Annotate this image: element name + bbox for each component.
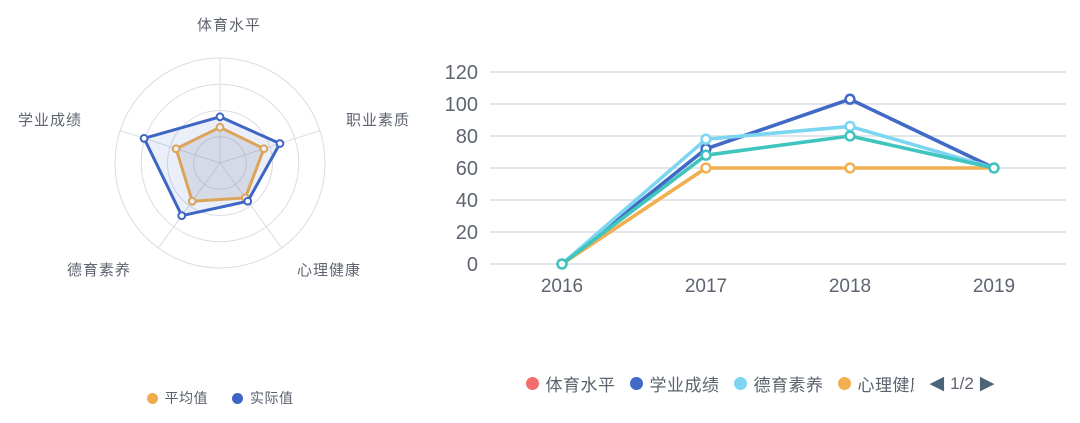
line-chart-legend: 体育水平 学业成绩 德育素养 心理健康 ◀ 1/2 ▶ xyxy=(440,371,1080,396)
svg-text:2019: 2019 xyxy=(973,276,1015,297)
radar-legend: 平均值 实际值 xyxy=(0,388,440,408)
legend-label-actual-value: 实际值 xyxy=(250,390,294,406)
legend-dot-physical-level-icon xyxy=(525,377,539,390)
legend-dot-average-value-icon xyxy=(146,392,158,404)
radar-axis-label-vocational-quality: 职业素质 xyxy=(346,112,411,129)
legend-dot-academic-performance-icon xyxy=(629,377,643,390)
legend-dot-actual-value-icon xyxy=(232,392,243,404)
legend-item-mental-health[interactable]: 心理健康 xyxy=(837,371,914,396)
legend-prev-page-icon[interactable]: ◀ xyxy=(929,373,945,394)
radar-chart[interactable] xyxy=(0,0,440,340)
svg-text:80: 80 xyxy=(456,126,478,148)
legend-label-average-value: 平均值 xyxy=(164,390,208,406)
legend-item-actual-value[interactable]: 实际值 xyxy=(232,388,294,408)
radar-axis-label-physical-level: 体育水平 xyxy=(196,17,262,34)
svg-text:120: 120 xyxy=(445,62,478,84)
svg-text:0: 0 xyxy=(467,254,478,276)
radar-axis-label-moral-education: 德育素养 xyxy=(67,262,132,279)
legend-dot-mental-health-icon xyxy=(837,377,851,390)
legend-next-page-icon[interactable]: ▶ xyxy=(979,373,995,394)
legend-page-indicator: 1/2 xyxy=(950,373,974,393)
svg-text:100: 100 xyxy=(445,94,478,116)
legend-item-physical-level[interactable]: 体育水平 xyxy=(525,371,616,396)
legend-label-mental-health: 心理健康 xyxy=(857,376,914,395)
legend-label-moral-education: 德育素养 xyxy=(753,376,824,395)
svg-text:60: 60 xyxy=(456,158,478,180)
radar-axis-label-mental-health: 心理健康 xyxy=(297,262,362,279)
svg-text:2017: 2017 xyxy=(685,276,727,297)
svg-text:2018: 2018 xyxy=(829,276,871,297)
legend-item-academic-performance[interactable]: 学业成绩 xyxy=(629,371,720,396)
svg-text:40: 40 xyxy=(456,190,478,212)
legend-pagination: ◀ 1/2 ▶ xyxy=(930,374,995,394)
legend-item-moral-education[interactable]: 德育素养 xyxy=(733,371,824,396)
svg-text:2016: 2016 xyxy=(541,276,583,297)
legend-item-average-value[interactable]: 平均值 xyxy=(146,388,209,408)
legend-label-physical-level: 体育水平 xyxy=(545,376,616,395)
svg-text:20: 20 xyxy=(456,222,478,244)
radar-axis-label-academic-performance: 学业成绩 xyxy=(18,112,83,129)
legend-dot-moral-education-icon xyxy=(733,377,747,390)
legend-label-academic-performance: 学业成绩 xyxy=(649,376,720,395)
line-chart[interactable]: 0 20 40 60 80 100 120 2016 2017 2018 2019 xyxy=(440,30,1080,330)
